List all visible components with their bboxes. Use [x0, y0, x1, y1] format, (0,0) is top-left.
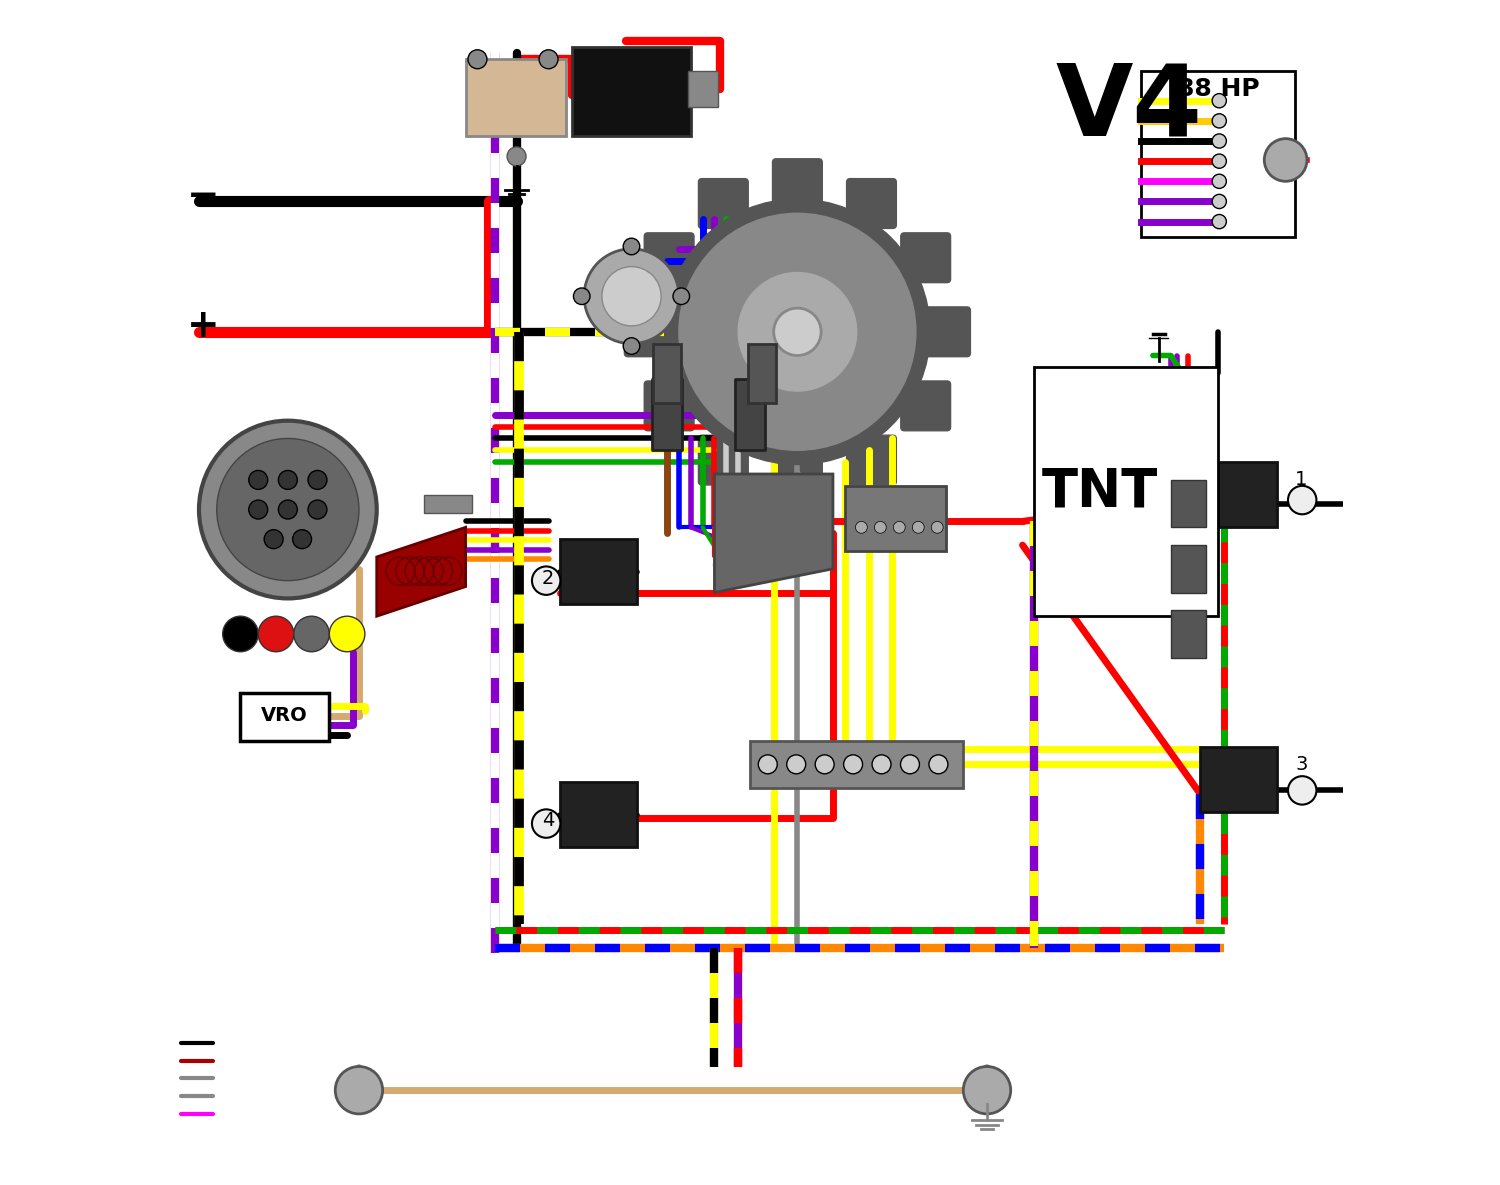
Bar — [652, 344, 681, 403]
Polygon shape — [376, 527, 465, 616]
Circle shape — [871, 755, 891, 774]
Circle shape — [894, 521, 904, 533]
Circle shape — [507, 147, 526, 166]
Circle shape — [912, 521, 924, 533]
Bar — [1035, 367, 1218, 616]
Circle shape — [815, 755, 834, 774]
Circle shape — [1212, 134, 1227, 148]
FancyBboxPatch shape — [644, 232, 694, 283]
Circle shape — [1212, 194, 1227, 209]
Circle shape — [468, 50, 488, 69]
FancyBboxPatch shape — [699, 435, 748, 485]
FancyBboxPatch shape — [902, 232, 951, 283]
Circle shape — [249, 470, 267, 489]
Text: VRO: VRO — [261, 706, 308, 725]
Circle shape — [622, 238, 640, 255]
Circle shape — [532, 566, 561, 595]
Circle shape — [759, 755, 777, 774]
Circle shape — [602, 267, 662, 326]
Circle shape — [1264, 139, 1306, 181]
Bar — [573, 47, 690, 136]
Circle shape — [336, 1066, 382, 1114]
Bar — [844, 486, 945, 551]
Circle shape — [664, 199, 930, 465]
Circle shape — [538, 50, 558, 69]
Circle shape — [774, 308, 820, 356]
Circle shape — [308, 470, 327, 489]
Bar — [465, 59, 567, 136]
Circle shape — [1288, 776, 1317, 805]
FancyBboxPatch shape — [772, 159, 822, 209]
Circle shape — [1212, 214, 1227, 229]
Circle shape — [932, 521, 944, 533]
Circle shape — [900, 755, 920, 774]
FancyBboxPatch shape — [644, 382, 694, 431]
Circle shape — [1212, 154, 1227, 168]
Circle shape — [264, 530, 284, 549]
Text: −: − — [188, 177, 219, 214]
Bar — [1200, 747, 1278, 812]
Circle shape — [279, 470, 297, 489]
Bar — [735, 379, 765, 450]
Bar — [1170, 480, 1206, 527]
Text: 88 HP: 88 HP — [1178, 77, 1260, 101]
Text: 3: 3 — [1294, 755, 1308, 774]
Polygon shape — [714, 474, 833, 592]
Circle shape — [222, 616, 258, 652]
FancyBboxPatch shape — [921, 307, 970, 357]
Circle shape — [1288, 486, 1317, 514]
Circle shape — [294, 616, 330, 652]
Bar — [750, 741, 963, 788]
Bar — [1170, 610, 1206, 658]
Circle shape — [680, 213, 916, 450]
FancyBboxPatch shape — [902, 382, 951, 431]
Circle shape — [532, 809, 561, 838]
Circle shape — [963, 1066, 1011, 1114]
Text: TNT: TNT — [1041, 466, 1158, 518]
FancyBboxPatch shape — [624, 307, 674, 357]
Circle shape — [258, 616, 294, 652]
Bar — [651, 379, 682, 450]
Circle shape — [843, 755, 862, 774]
Bar — [1170, 545, 1206, 592]
Circle shape — [292, 530, 312, 549]
Circle shape — [200, 421, 376, 598]
Bar — [1142, 71, 1294, 237]
Circle shape — [738, 273, 856, 391]
Circle shape — [786, 755, 806, 774]
Circle shape — [1212, 94, 1227, 108]
Text: V4: V4 — [1056, 59, 1203, 156]
Circle shape — [1212, 174, 1227, 188]
Circle shape — [584, 249, 680, 344]
Bar — [561, 539, 638, 604]
Bar — [240, 693, 330, 741]
Text: 1: 1 — [1294, 470, 1308, 489]
Circle shape — [249, 500, 267, 519]
Circle shape — [573, 288, 590, 305]
Text: 4: 4 — [542, 811, 555, 830]
FancyBboxPatch shape — [846, 179, 897, 229]
Circle shape — [330, 616, 364, 652]
Text: +: + — [188, 307, 219, 345]
Bar — [424, 495, 471, 513]
Circle shape — [622, 338, 640, 354]
FancyBboxPatch shape — [772, 455, 822, 505]
Circle shape — [216, 438, 358, 581]
Circle shape — [279, 500, 297, 519]
Circle shape — [308, 500, 327, 519]
Bar — [747, 344, 776, 403]
FancyBboxPatch shape — [846, 435, 897, 485]
Bar — [561, 782, 638, 847]
Circle shape — [928, 755, 948, 774]
Circle shape — [855, 521, 867, 533]
Circle shape — [674, 288, 690, 305]
Bar — [688, 71, 718, 107]
Bar — [1200, 462, 1278, 527]
Circle shape — [874, 521, 886, 533]
Circle shape — [1212, 114, 1227, 128]
FancyBboxPatch shape — [699, 179, 748, 229]
Text: 2: 2 — [542, 569, 555, 588]
